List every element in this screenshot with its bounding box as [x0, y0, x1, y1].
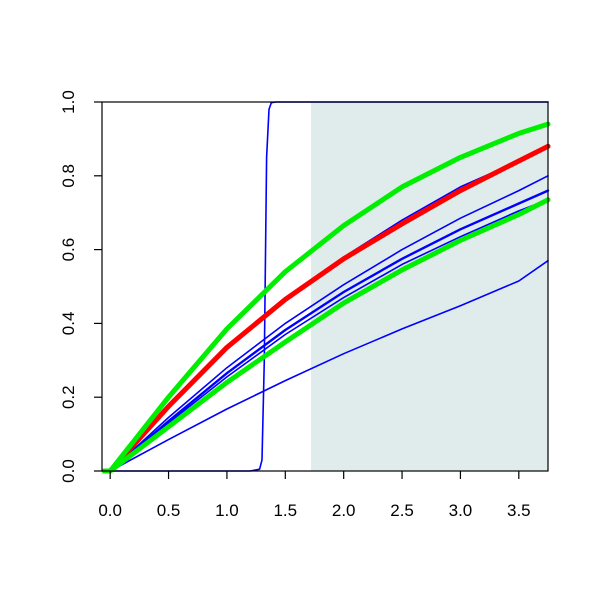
- series-line-7: [101, 143, 551, 474]
- x-tick-label-7: 3.5: [507, 501, 531, 520]
- x-tick-label-3: 1.5: [273, 501, 297, 520]
- series-line-8: [101, 197, 551, 474]
- y-tick-label-1: 0.2: [59, 385, 78, 409]
- series-layer: [101, 101, 551, 474]
- y-tick-label-0: 0.0: [59, 459, 78, 483]
- x-tick-label-0: 0.0: [98, 501, 122, 520]
- x-tick-label-4: 2.0: [332, 501, 356, 520]
- y-tick-label-5: 1.0: [59, 90, 78, 114]
- shaded-region: [310, 102, 548, 471]
- series-line-2: [103, 259, 549, 472]
- y-tick-label-4: 0.8: [59, 164, 78, 188]
- x-tick-label-6: 3.0: [449, 501, 473, 520]
- y-axis: 0.0 0.2 0.4 0.6 0.8 1.0: [59, 90, 102, 483]
- x-tick-label-5: 2.5: [390, 501, 414, 520]
- shaded-region-layer: [310, 102, 548, 471]
- y-tick-label-3: 0.6: [59, 238, 78, 262]
- y-tick-label-2: 0.4: [59, 312, 78, 336]
- x-axis: 0.0 0.5 1.0 1.5 2.0 2.5 3.0 3.5: [98, 471, 531, 520]
- x-tick-label-2: 1.0: [215, 501, 239, 520]
- series-line-9: [101, 121, 551, 474]
- series-line-5: [103, 175, 549, 472]
- x-tick-label-1: 0.5: [157, 501, 181, 520]
- plot-frame: [101, 101, 549, 472]
- plot-frame-layer: [101, 101, 549, 472]
